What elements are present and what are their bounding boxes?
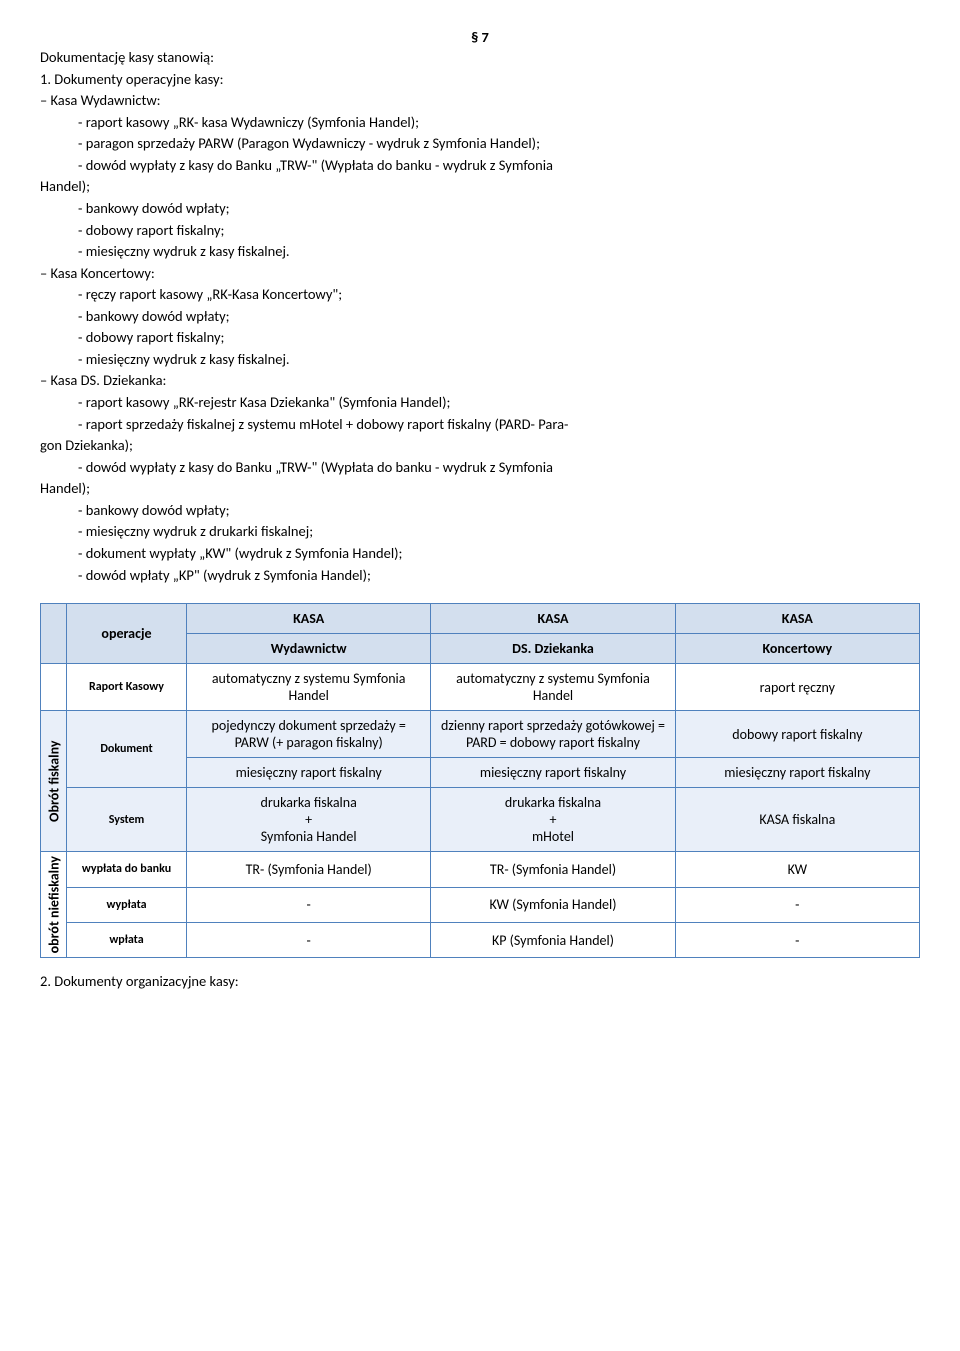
th-col3-bot: Koncertowy <box>675 634 919 664</box>
cell: miesięczny raport fiskalny <box>187 758 431 788</box>
th-col1-bot: Wydawnictw <box>187 634 431 664</box>
row-wyplata-banku: wypłata do banku <box>67 852 187 887</box>
cell: miesięczny raport fiskalny <box>675 758 919 788</box>
cell: KP (Symfonia Handel) <box>431 923 675 958</box>
th-col1-top: KASA <box>187 604 431 634</box>
cell: - <box>675 923 919 958</box>
row-raport-kasowy: Raport Kasowy <box>67 664 187 711</box>
kk-item: - bankowy dowód wpłaty; <box>78 307 920 327</box>
cell: TR- (Symfonia Handel) <box>187 852 431 887</box>
cell: raport ręczny <box>675 664 919 711</box>
kd-item: - raport kasowy „RK-rejestr Kasa Dziekan… <box>78 393 920 413</box>
section-number: § 7 <box>40 28 920 46</box>
cell: drukarka fiskalna + mHotel <box>431 788 675 852</box>
th-col3-top: KASA <box>675 604 919 634</box>
cell: miesięczny raport fiskalny <box>431 758 675 788</box>
kk-item: - miesięczny wydruk z kasy fiskalnej. <box>78 350 920 370</box>
cell: - <box>675 887 919 922</box>
kd-item: - miesięczny wydruk z drukarki fiskalnej… <box>78 522 920 542</box>
kw-item: - dobowy raport fiskalny; <box>78 221 920 241</box>
cell: drukarka fiskalna + Symfonia Handel <box>187 788 431 852</box>
kd-item: - raport sprzedaży fiskalnej z systemu m… <box>78 415 920 435</box>
point2-label: 2. Dokumenty organizacyjne kasy: <box>40 972 920 992</box>
row-wyplata: wypłata <box>67 887 187 922</box>
kd-item-cont: gon Dziekanka); <box>40 436 920 456</box>
kd-item: - dowód wpłaty „KP" (wydruk z Symfonia H… <box>78 566 920 586</box>
kasa-wydawnictw-title: – Kasa Wydawnictw: <box>40 91 920 111</box>
kd-item: - dokument wypłaty „KW" (wydruk z Symfon… <box>78 544 920 564</box>
kd-item: - dowód wypłaty z kasy do Banku „TRW-" (… <box>78 458 920 478</box>
row-wplata: wpłata <box>67 923 187 958</box>
th-col2-top: KASA <box>431 604 675 634</box>
kasa-table: operacje KASA KASA KASA Wydawnictw DS. D… <box>40 603 920 958</box>
intro-line: Dokumentację kasy stanowią: <box>40 48 920 68</box>
cell: dobowy raport fiskalny <box>675 711 919 758</box>
kk-item: - dobowy raport fiskalny; <box>78 328 920 348</box>
kw-item: - bankowy dowód wpłaty; <box>78 199 920 219</box>
kd-item: - bankowy dowód wpłaty; <box>78 501 920 521</box>
cell: - <box>187 887 431 922</box>
row-dokument: Dokument <box>67 711 187 788</box>
cell: KW (Symfonia Handel) <box>431 887 675 922</box>
cell: automatyczny z systemu Symfonia Handel <box>431 664 675 711</box>
kasa-dziekanka-title: – Kasa DS. Dziekanka: <box>40 371 920 391</box>
obrot-fiskalny-label: Obrót fiskalny <box>41 711 67 852</box>
row-system: System <box>67 788 187 852</box>
th-blank <box>41 604 67 664</box>
kasa-koncertowy-title: – Kasa Koncertowy: <box>40 264 920 284</box>
kw-item: - dowód wypłaty z kasy do Banku „TRW-" (… <box>78 156 920 176</box>
cell: - <box>187 923 431 958</box>
kw-item: - raport kasowy „RK- kasa Wydawniczy (Sy… <box>78 113 920 133</box>
cell: dzienny raport sprzedaży gotówkowej = PA… <box>431 711 675 758</box>
th-operacje: operacje <box>67 604 187 664</box>
cell: pojedynczy dokument sprzedaży = PARW (+ … <box>187 711 431 758</box>
obrot-niefiskalny-label: obrót niefiskalny <box>41 852 67 958</box>
cell: automatyczny z systemu Symfonia Handel <box>187 664 431 711</box>
kd-item-cont: Handel); <box>40 479 920 499</box>
th-col2-bot: DS. Dziekanka <box>431 634 675 664</box>
point1-label: 1. Dokumenty operacyjne kasy: <box>40 70 920 90</box>
td-blank <box>41 664 67 711</box>
kw-item: - paragon sprzedaży PARW (Paragon Wydawn… <box>78 134 920 154</box>
cell: KW <box>675 852 919 887</box>
kw-item: - miesięczny wydruk z kasy fiskalnej. <box>78 242 920 262</box>
kw-item-cont: Handel); <box>40 177 920 197</box>
cell: TR- (Symfonia Handel) <box>431 852 675 887</box>
kk-item: - ręczy raport kasowy „RK-Kasa Koncertow… <box>78 285 920 305</box>
cell: KASA fiskalna <box>675 788 919 852</box>
